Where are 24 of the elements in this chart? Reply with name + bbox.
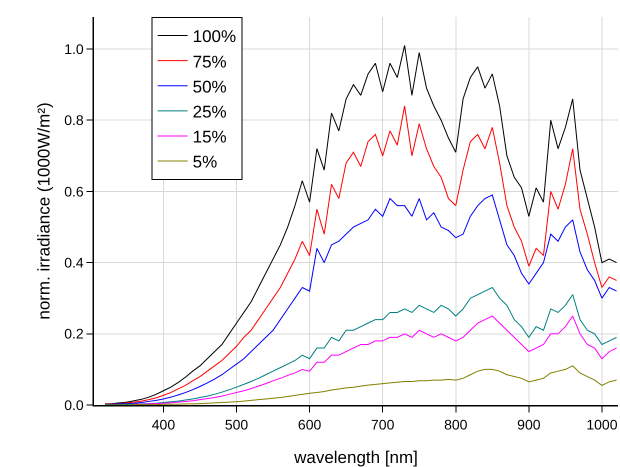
x-tick-label: 500	[224, 416, 248, 432]
x-tick-label: 1000	[586, 416, 618, 432]
y-tick-label: 0.6	[64, 183, 84, 200]
legend-label: 75%	[192, 52, 227, 72]
legend-label: 25%	[192, 102, 227, 122]
legend-label: 5%	[192, 152, 218, 172]
y-tick-label: 0.2	[64, 326, 84, 342]
y-tick-label: 0.8	[64, 112, 84, 128]
y-tick-label: 1.0	[64, 40, 84, 57]
y-tick-label: 0.0	[64, 396, 84, 413]
y-axis-title: norm. irradiance (1000W/m²)	[34, 102, 54, 320]
x-tick-label: 400	[152, 416, 176, 432]
legend-label: 50%	[192, 77, 227, 96]
x-tick-label: 900	[517, 416, 541, 432]
legend-label: 15%	[192, 128, 227, 147]
x-tick-label: 600	[298, 416, 322, 432]
line-series	[104, 365, 618, 405]
y-tick-label: 0.4	[64, 254, 84, 271]
x-axis-title: wavelength [nm]	[293, 448, 418, 467]
legend-label: 100%	[192, 27, 236, 46]
line-series	[104, 287, 618, 405]
x-tick-label: 800	[444, 416, 468, 432]
x-tick-label: 700	[371, 416, 395, 432]
line-series	[104, 105, 618, 405]
